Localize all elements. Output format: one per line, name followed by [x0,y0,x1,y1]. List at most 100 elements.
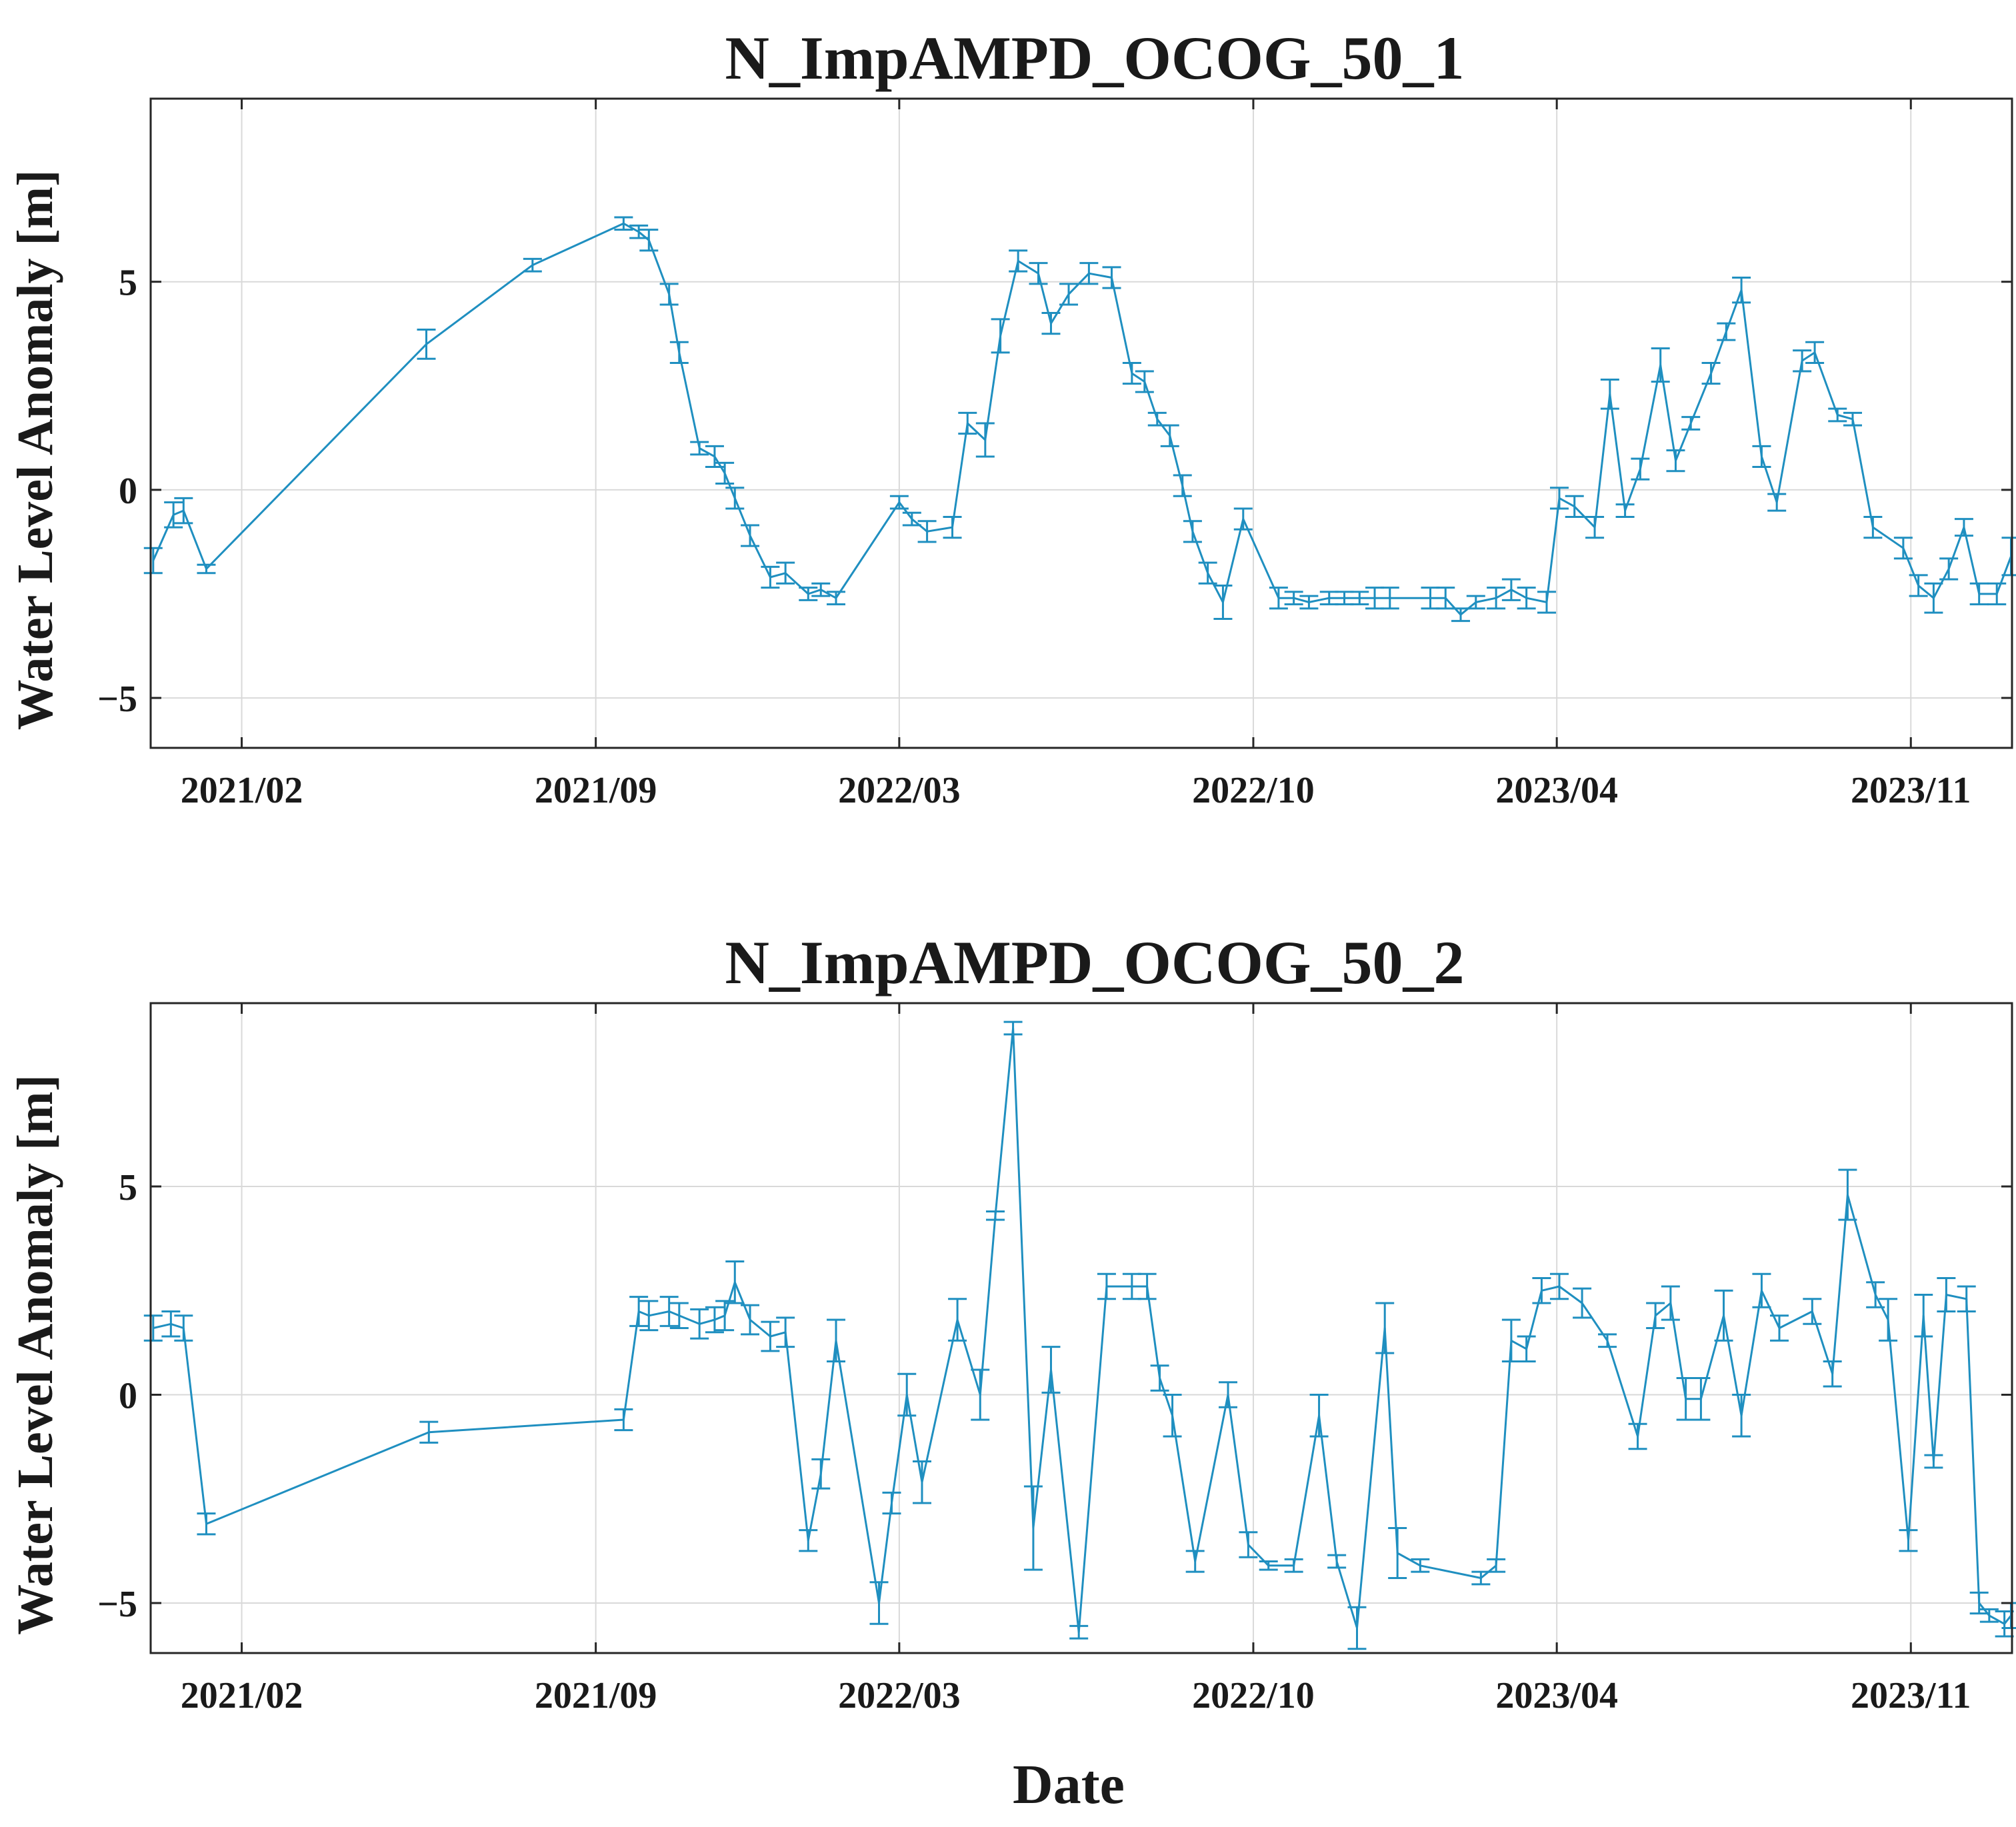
data-point [1411,1558,1430,1573]
data-point [1185,1550,1205,1573]
data-point [1585,515,1605,539]
data-point [889,495,909,510]
data-point [669,341,689,364]
data-point [1979,1608,1999,1623]
data-point [1532,1277,1551,1304]
data-point [614,216,633,231]
data-point [827,591,846,606]
data-point [1954,518,1973,537]
data-point [143,1314,163,1342]
data-point [1969,1591,1989,1615]
data-point [1079,262,1099,285]
data-point [705,445,724,469]
data-point [161,1310,181,1338]
data-point [1770,1314,1789,1342]
data-point [1767,493,1787,512]
data-point [197,563,216,575]
data-point [1487,587,1506,610]
y-tick-label: 0 [119,471,137,512]
data-point [629,1296,649,1327]
x-tick-label: 2023/04 [1495,1675,1618,1716]
data-point [827,1318,846,1362]
data-point [971,1368,990,1421]
data-point [1714,1289,1733,1342]
data-point [1752,445,1771,469]
data-point [1828,407,1847,423]
data-point [417,329,436,360]
data-point [1987,582,2007,606]
data-point [761,1320,780,1352]
data-point [1059,283,1079,306]
data-point [1651,347,1670,383]
data-point [1375,1302,1395,1354]
data-point [897,1372,917,1417]
data-point [639,1300,659,1332]
data-point [741,524,760,547]
data-point [1466,595,1485,610]
data-point [1803,1298,1822,1325]
data-point [991,318,1010,354]
data-point [659,283,679,306]
data-point [1631,457,1650,481]
data-point [1549,487,1569,510]
data-point [1615,503,1635,518]
data-point [705,1306,724,1334]
data-point [1573,1287,1592,1319]
data-point [1866,1281,1885,1308]
data-point [1701,361,1721,385]
axes-frame [149,1002,2013,1654]
data-point [958,411,977,435]
data-point [1549,1272,1569,1300]
data-point [1347,1606,1367,1650]
data-point [1233,507,1253,531]
data-point [1380,587,1399,610]
data-point [1732,276,1751,304]
y-tick-label: 0 [119,1376,137,1417]
data-point [1122,361,1141,385]
data-point [1173,474,1192,497]
data-point [811,582,831,597]
data-point [776,1316,795,1348]
series-line [152,222,2012,616]
data-point [725,487,745,510]
data-point [1137,1272,1157,1300]
data-point [811,1458,831,1490]
data-point [715,1300,735,1332]
data-point [669,1302,689,1329]
plot-area [151,1003,2012,1653]
data-point [1097,1272,1116,1300]
data-point [197,1512,216,1536]
data-point [1793,349,1812,373]
data-point [1752,1272,1771,1308]
data-point [1823,1360,1842,1388]
data-point [1284,1558,1303,1573]
x-axis-label: Date [1013,1754,1125,1816]
data-point [2001,537,2016,577]
x-tick-label: 2022/03 [838,1675,961,1716]
data-point [1517,1335,1536,1362]
data-point [776,561,795,585]
chart-title: N_ImpAMPD_OCOG_50_1 [725,24,1464,92]
data-point [1937,1277,1956,1312]
data-point [419,1420,439,1444]
data-point [1863,515,1883,539]
data-point [1732,1394,1751,1438]
y-tick-label: −5 [97,679,137,720]
x-tick-label: 2021/09 [535,770,657,811]
data-point [1717,322,1736,341]
data-point [1598,1333,1617,1348]
data-point [659,1296,679,1327]
data-point [1160,424,1179,447]
data-point [1646,1302,1665,1329]
data-point [1805,341,1825,364]
data-point [1914,1294,1933,1338]
data-point [1219,1381,1238,1408]
data-point [725,1260,745,1304]
x-tick-label: 2021/02 [181,1675,303,1716]
data-point [1269,587,1288,610]
data-point [1924,582,1943,614]
subplot-top: 2021/02 2021/09 2022/03 2022/10 2023/04 2023/… [7,24,2016,811]
data-point [1029,262,1048,285]
data-point [1198,561,1217,585]
